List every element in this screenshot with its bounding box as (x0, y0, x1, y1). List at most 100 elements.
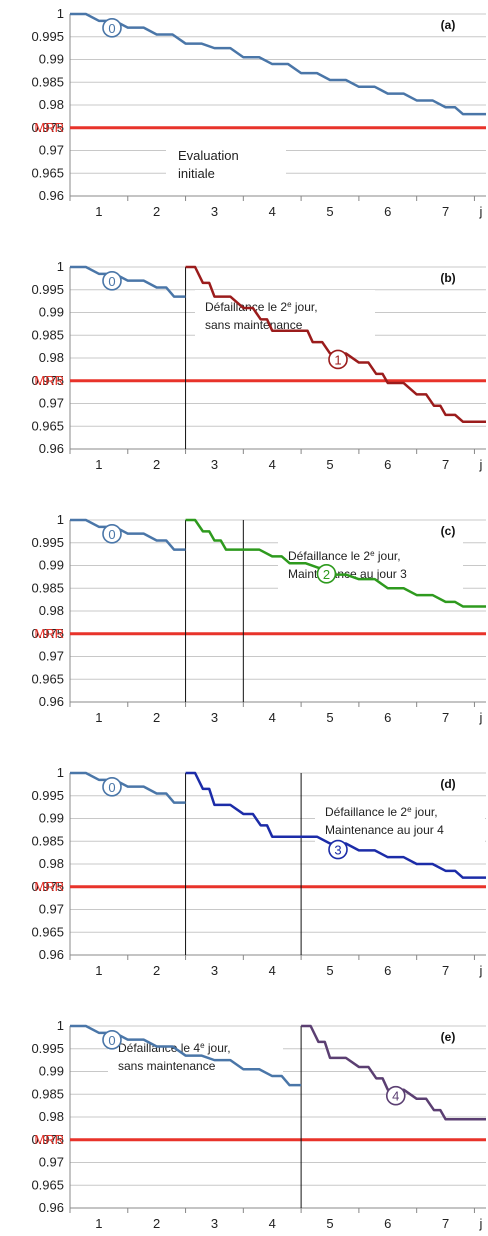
y-tick-label: 0.995 (31, 282, 64, 297)
y-tick-label: 1 (57, 512, 64, 527)
y-tick-label: 0.96 (39, 947, 64, 962)
annotation-text: Evaluation (178, 148, 239, 163)
mrr-label: MRR (34, 879, 64, 894)
y-tick-label: 0.975 (31, 373, 64, 388)
y-tick-label: 0.975 (31, 120, 64, 135)
x-axis-end-label: j (479, 1216, 483, 1231)
annotation-box (195, 290, 375, 345)
series-marker-label: 0 (108, 21, 115, 36)
series-line (70, 771, 186, 804)
series-marker-label: 2 (323, 567, 330, 582)
y-tick-label: 0.98 (39, 603, 64, 618)
series-marker-circle (102, 1030, 122, 1050)
y-tick-label: 0.975 (31, 626, 64, 641)
y-tick-label: 1 (57, 1018, 64, 1033)
y-tick-label: 0.97 (39, 396, 64, 411)
x-tick-label: 3 (211, 963, 218, 978)
annotation-text: Défaillance le 2e jour, (205, 300, 318, 315)
series-line (70, 12, 486, 116)
x-tick-label: 4 (269, 963, 276, 978)
mrr-label: MRR (34, 373, 64, 388)
chart-panel: 1 0.995 0.99 0.985 0.98 0.975 0.97 0.965 0.96 1 2 3… (31, 259, 486, 472)
x-tick-label: 4 (269, 710, 276, 725)
x-tick-label: 1 (95, 710, 102, 725)
y-tick-label: 0.99 (39, 558, 64, 573)
annotation-box (278, 542, 463, 590)
series-marker-circle (102, 271, 122, 291)
series-marker-label: 0 (108, 274, 115, 289)
x-tick-label: 1 (95, 963, 102, 978)
series-marker-circle (328, 839, 348, 860)
x-tick-label: 2 (153, 710, 160, 725)
x-tick-label: 2 (153, 457, 160, 472)
panel-label: (e) (441, 1030, 456, 1044)
x-tick-label: 1 (95, 1216, 102, 1231)
x-tick-label: 5 (326, 204, 333, 219)
series-marker-label: 0 (108, 1033, 115, 1048)
chart-panel: 1 0.995 0.99 0.985 0.98 0.975 0.97 0.965 0.96 1 2 3… (31, 512, 486, 725)
x-tick-label: 3 (211, 457, 218, 472)
y-tick-label: 0.97 (39, 1155, 64, 1170)
y-tick-label: 0.96 (39, 441, 64, 456)
y-tick-label: 0.99 (39, 305, 64, 320)
x-tick-label: 5 (326, 457, 333, 472)
series-line (301, 1024, 486, 1121)
y-tick-label: 0.965 (31, 924, 64, 939)
y-tick-label: 0.96 (39, 694, 64, 709)
series-line (185, 771, 486, 879)
y-tick-label: 0.96 (39, 1200, 64, 1215)
y-tick-label: 0.98 (39, 856, 64, 871)
panel-label: (a) (441, 18, 456, 32)
x-tick-label: 6 (384, 1216, 391, 1231)
x-tick-label: 5 (326, 963, 333, 978)
x-tick-label: 3 (211, 1216, 218, 1231)
series-line (70, 265, 186, 298)
series-line (70, 518, 186, 551)
x-tick-label: 6 (384, 204, 391, 219)
series-marker-label: 1 (334, 352, 341, 367)
x-tick-label: 7 (442, 1216, 449, 1231)
series-line (185, 265, 486, 423)
y-tick-label: 0.975 (31, 879, 64, 894)
annotation-box (315, 797, 485, 847)
x-axis-end-label: j (479, 204, 483, 219)
x-axis-end-label: j (479, 963, 483, 978)
x-tick-label: 4 (269, 1216, 276, 1231)
y-tick-label: 0.995 (31, 1041, 64, 1056)
y-tick-label: 0.97 (39, 902, 64, 917)
x-tick-label: 5 (326, 710, 333, 725)
panel-label: (d) (440, 777, 455, 791)
y-tick-label: 0.99 (39, 1064, 64, 1079)
y-tick-label: 0.96 (39, 188, 64, 203)
x-tick-label: 7 (442, 204, 449, 219)
y-tick-label: 0.995 (31, 29, 64, 44)
x-tick-label: 7 (442, 457, 449, 472)
y-tick-label: 0.965 (31, 1177, 64, 1192)
x-tick-label: 4 (269, 457, 276, 472)
x-tick-label: 6 (384, 457, 391, 472)
chart-panel: 1 0.995 0.99 0.985 0.98 0.975 0.97 0.965 0.96 1 2 3… (31, 6, 486, 219)
annotation-box (166, 145, 286, 187)
y-tick-label: 0.98 (39, 350, 64, 365)
y-tick-label: 0.985 (31, 833, 64, 848)
y-tick-label: 0.965 (31, 165, 64, 180)
y-tick-label: 0.98 (39, 1109, 64, 1124)
x-tick-label: 2 (153, 1216, 160, 1231)
chart-panel: 1 0.995 0.99 0.985 0.98 0.975 0.97 0.965 0.96 1 2 3… (31, 1018, 486, 1231)
series-marker-circle (328, 349, 348, 370)
annotation-text: Défaillance le 2e jour, (288, 549, 401, 564)
x-tick-label: 1 (95, 457, 102, 472)
y-tick-label: 0.965 (31, 671, 64, 686)
y-tick-label: 0.985 (31, 327, 64, 342)
series-marker-circle (385, 1085, 406, 1106)
annotation-text: Défaillance le 2e jour, (325, 805, 438, 820)
series-marker-circle (102, 524, 122, 544)
series-marker-label: 0 (108, 527, 115, 542)
y-tick-label: 0.995 (31, 788, 64, 803)
y-tick-label: 0.965 (31, 418, 64, 433)
x-tick-label: 7 (442, 963, 449, 978)
x-tick-label: 6 (384, 963, 391, 978)
mrr-label: MRR (34, 120, 64, 135)
y-tick-label: 0.995 (31, 535, 64, 550)
